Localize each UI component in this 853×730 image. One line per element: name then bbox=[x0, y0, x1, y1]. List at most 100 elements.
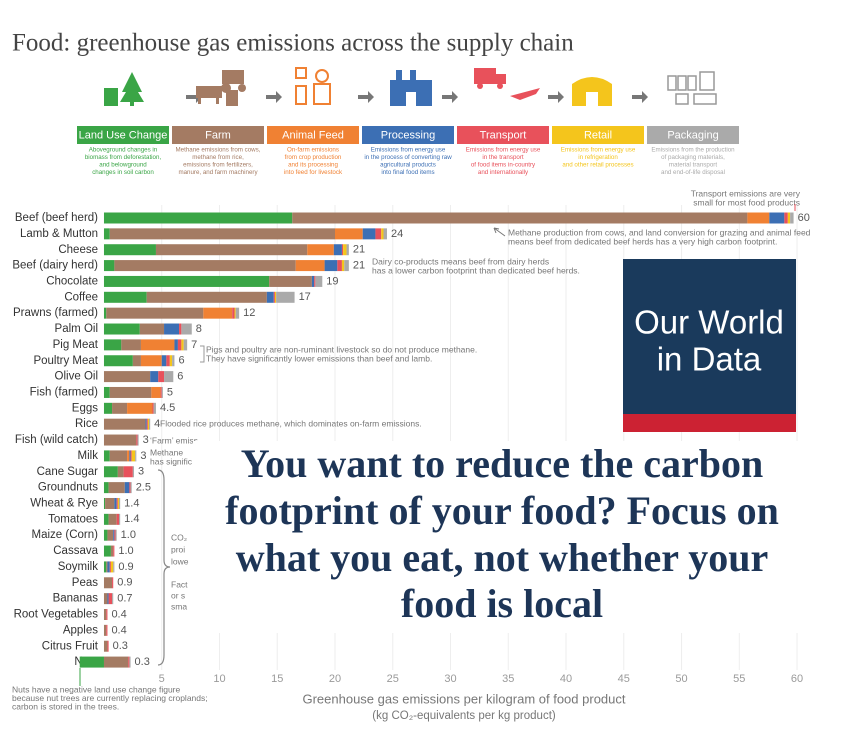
legend-description: On-farm emissions bbox=[287, 147, 339, 154]
legend-description: Methane emissions from cows, bbox=[176, 147, 261, 154]
bar-segment bbox=[153, 402, 156, 414]
bar-segment bbox=[130, 450, 132, 462]
legend-swatch bbox=[77, 126, 169, 144]
total-label: 0.4 bbox=[111, 624, 126, 636]
bar-segment bbox=[113, 529, 115, 541]
legend-label: Packaging bbox=[667, 129, 718, 141]
bar-segment bbox=[106, 561, 108, 573]
bar-segment bbox=[146, 291, 267, 303]
x-tick-label: 10 bbox=[213, 673, 225, 685]
bar-segment bbox=[146, 418, 148, 430]
x-tick-label: 60 bbox=[791, 673, 803, 685]
bar-segment bbox=[127, 450, 130, 462]
bar-segment bbox=[106, 624, 108, 636]
bar-segment bbox=[375, 228, 382, 240]
bar-segment bbox=[103, 593, 108, 605]
annotation: Methane bbox=[150, 447, 183, 457]
bar-segment bbox=[311, 275, 315, 287]
total-label: 0.4 bbox=[111, 608, 126, 620]
bar-segment bbox=[103, 434, 137, 446]
legend: Land Use Change Aboveground changes inbio… bbox=[77, 126, 739, 176]
x-tick-label: 50 bbox=[675, 673, 687, 685]
bar-segment bbox=[103, 656, 129, 668]
bar-segment bbox=[117, 466, 124, 478]
bar-segment bbox=[103, 244, 156, 256]
legend-label: Transport bbox=[480, 129, 527, 141]
bar-segment bbox=[276, 291, 295, 303]
category-label: Maize (Corn) bbox=[32, 529, 99, 541]
total-label: 60 bbox=[798, 212, 810, 224]
bar-segment bbox=[103, 275, 270, 287]
legend-description: in refrigeration bbox=[578, 154, 618, 161]
category-label: Beef (dairy herd) bbox=[12, 260, 98, 272]
category-label: Citrus Fruit bbox=[42, 640, 99, 652]
total-label: 1.4 bbox=[124, 497, 139, 509]
total-label: 1.0 bbox=[118, 545, 133, 557]
legend-description: Emissions from energy use bbox=[561, 147, 636, 154]
category-label: Palm Oil bbox=[55, 323, 98, 335]
total-label: 4 bbox=[154, 418, 160, 430]
bar-segment bbox=[784, 212, 788, 224]
legend-description: and other retail processes bbox=[562, 162, 633, 169]
bar-segment bbox=[140, 339, 175, 351]
bar-segment bbox=[147, 418, 150, 430]
bar-segment bbox=[160, 386, 162, 398]
bar-segment bbox=[106, 609, 108, 620]
bar-segment bbox=[103, 291, 147, 303]
logo-text: in Data bbox=[657, 341, 762, 378]
bar-segment bbox=[234, 307, 236, 319]
x-tick-label: 15 bbox=[271, 673, 283, 685]
category-label: Soymilk bbox=[58, 561, 99, 573]
bar-segment bbox=[107, 529, 114, 541]
headline-background bbox=[193, 441, 853, 633]
bar-segment bbox=[151, 386, 161, 398]
annotation: Methane production from cows, and land c… bbox=[508, 227, 811, 237]
legend-description: into feed for livestock bbox=[284, 169, 343, 176]
bar-segment bbox=[295, 260, 325, 272]
headline: what you eat, not whether your bbox=[236, 535, 769, 580]
annotation: CO₂ bbox=[171, 532, 187, 542]
bar-segment bbox=[130, 482, 132, 494]
category-label: Chocolate bbox=[46, 275, 98, 287]
legend-description: biomass from deforestation, bbox=[85, 154, 162, 161]
bar-segment bbox=[103, 386, 110, 398]
bar-segment bbox=[108, 513, 117, 525]
bar-segment bbox=[105, 497, 115, 509]
bar-segment bbox=[203, 307, 233, 319]
x-tick-label: 20 bbox=[329, 673, 341, 685]
bar-segment bbox=[235, 307, 240, 319]
legend-description: changes in soil carbon bbox=[92, 169, 154, 176]
category-label: Wheat & Rye bbox=[30, 498, 98, 510]
annotation: sma bbox=[171, 601, 187, 611]
bar-segment bbox=[123, 466, 133, 478]
bar-segment bbox=[109, 561, 111, 573]
annotation: Fact bbox=[171, 579, 188, 589]
bar-segment bbox=[112, 593, 114, 605]
bar-segment bbox=[747, 212, 770, 224]
annotation: small for most food products bbox=[693, 197, 800, 207]
bar-segment bbox=[117, 497, 119, 509]
bar-segment bbox=[112, 577, 114, 589]
bar-segment bbox=[103, 482, 109, 494]
legend-label: Animal Feed bbox=[282, 129, 344, 141]
bar-segment bbox=[139, 323, 165, 335]
bar-segment bbox=[109, 450, 128, 462]
headline: You want to reduce the carbon bbox=[241, 441, 764, 486]
bar-segment bbox=[79, 656, 104, 668]
annotation: proi bbox=[171, 544, 185, 554]
legend-description: material transport bbox=[669, 162, 717, 169]
bar-segment bbox=[346, 244, 349, 256]
bar-segment bbox=[145, 418, 147, 430]
bar-segment bbox=[164, 371, 174, 383]
legend-label: Farm bbox=[205, 129, 231, 141]
bar-segment bbox=[106, 307, 204, 319]
bar-segment bbox=[149, 418, 151, 430]
bar-segment bbox=[103, 624, 107, 636]
x-tick-label: 45 bbox=[618, 673, 630, 685]
bar-segment bbox=[137, 434, 139, 446]
bar-segment bbox=[161, 355, 167, 367]
bar-segment bbox=[181, 339, 184, 351]
bar-segment bbox=[343, 244, 347, 256]
